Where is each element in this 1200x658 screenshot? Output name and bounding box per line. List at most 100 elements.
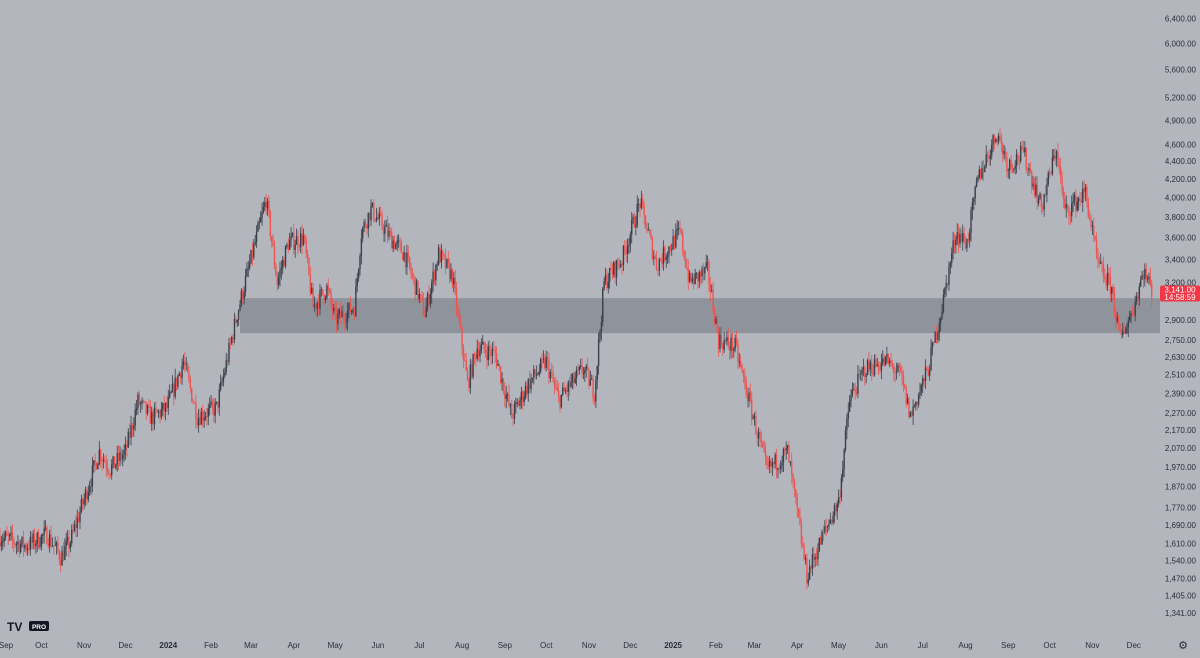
candle-body [992,135,994,145]
candle-body [138,394,141,405]
candle [388,223,390,241]
candle-body [817,551,819,560]
candle [44,520,47,532]
candle [596,365,598,390]
candle [414,276,416,302]
candle-body [822,531,825,533]
candle [767,456,769,470]
candle [779,460,782,474]
candle-body [266,200,269,209]
candle [324,295,327,304]
candle [1095,232,1098,260]
candle-body [646,228,648,231]
candle-body [705,262,707,268]
candle-body [939,318,942,324]
candle-body [341,311,343,318]
candle-body [312,287,314,308]
candle [413,272,415,286]
candle-body [984,166,986,173]
candle [631,212,633,244]
candle [31,532,33,550]
candle-body [279,270,281,278]
candle-body [35,543,37,547]
candle-body [1142,274,1145,280]
candle-body [570,381,572,387]
candle [831,519,833,526]
candle-body [40,534,43,547]
candle-body [313,304,316,308]
candle [513,400,516,425]
candle-body [250,250,252,264]
candle-body [873,359,876,376]
candle-body [188,372,190,380]
candle-body [763,447,765,451]
candle-body [962,233,964,242]
candle-body [14,544,16,546]
candle [586,357,589,371]
candle [368,211,371,228]
candle-body [19,543,22,553]
candle [650,229,652,240]
candle [244,268,247,297]
candle [393,235,396,251]
candle [797,508,800,518]
candle-body [551,372,553,373]
candle-body [956,232,958,240]
candle [904,383,906,390]
candle [557,382,560,403]
gear-icon[interactable]: ⚙ [1178,639,1188,652]
candle [24,543,26,552]
candle [839,489,841,505]
candle-body [859,373,862,375]
candle [447,250,449,269]
candle-body [257,223,259,232]
candle [1069,211,1072,225]
candle-body [1145,269,1147,280]
candle [694,268,696,285]
candle-body [148,405,150,407]
candle [1062,186,1065,208]
price-badge-box [1160,285,1200,302]
candle [847,402,849,428]
candle [818,537,821,553]
candle [425,297,427,318]
candle [153,402,156,430]
candle [840,474,843,502]
candle [894,367,896,383]
time-tick-label: Apr [791,641,804,650]
candle [119,446,121,467]
candle-body [843,449,845,470]
candle [435,263,437,286]
candle-body [477,348,480,357]
time-axis[interactable]: Sep Oct Nov Dec 2024 Feb Mar Apr May Jun Jul Aug Sep… [0,641,1141,650]
candle [977,175,979,183]
candle-body [4,532,7,538]
candle-body [1000,137,1003,144]
price-axis[interactable]: 6,400.006,000.005,600.005,200.004,900.00… [1165,15,1197,618]
candle [151,406,153,431]
candle [308,257,310,276]
candle-body [337,313,339,324]
candle [806,553,808,590]
candle-body [224,372,226,376]
candle-body [360,238,363,256]
candle [397,234,400,248]
candle-body [42,534,44,536]
candle-body [539,359,542,372]
candle [1048,167,1051,179]
tradingview-logo[interactable]: TV PRO [7,620,49,634]
price-tick-label: 1,770.00 [1165,504,1197,513]
candle-body [282,259,284,269]
candle-body [562,387,564,395]
candle [1066,203,1069,213]
candle-body [71,529,73,544]
candle [406,244,408,276]
candle-body [1018,160,1021,162]
candle [659,257,662,262]
candle [457,304,459,318]
candle [862,358,865,377]
candle [680,228,683,236]
candle [164,402,167,421]
